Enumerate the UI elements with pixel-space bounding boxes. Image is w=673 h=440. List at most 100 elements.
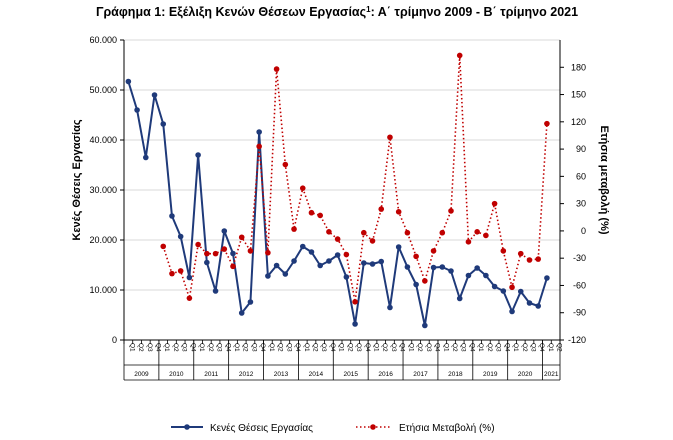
change-point-6 <box>177 268 184 274</box>
legend-vacancies-label[interactable]: Κενές Θέσεις Εργασίας <box>210 422 313 434</box>
vacancies-point-42 <box>491 283 498 290</box>
vacancies-point-40 <box>474 265 480 271</box>
quarter-label-6: Q3 <box>181 343 188 352</box>
vacancies-point-25 <box>343 274 350 280</box>
year-label-2011: 2011 <box>204 371 218 378</box>
right-tick-label-2: -60 <box>573 280 586 290</box>
change-point-13 <box>238 234 245 241</box>
vacancies-point-24 <box>334 252 341 258</box>
vacancies-point-32 <box>404 264 411 270</box>
year-label-2019: 2019 <box>483 371 498 378</box>
change-point-29 <box>378 206 385 212</box>
quarter-label-32: Q1 <box>407 343 414 352</box>
change-point-5 <box>169 270 175 277</box>
change-point-43 <box>500 248 507 254</box>
change-point-42 <box>491 200 498 207</box>
quarter-label-48: Q1 <box>547 343 554 352</box>
vacancies-point-35 <box>430 264 437 271</box>
change-point-14 <box>247 248 254 254</box>
quarter-label-41: Q2 <box>486 343 493 352</box>
quarter-label-21: Q2 <box>311 343 318 352</box>
vacancies-point-4 <box>160 121 167 127</box>
quarter-label-15: Q4 <box>259 343 266 352</box>
quarter-label-7: Q4 <box>189 343 196 352</box>
chart-title-rest: : Α΄ τρίμηνο 2009 - Β΄ τρίμηνο 2021 <box>371 5 579 19</box>
year-label-2017: 2017 <box>413 371 428 378</box>
left-tick-labels: 0 10.000 20.000 30.000 40.000 50.000 60.000 <box>89 35 117 345</box>
vacancies-point-43 <box>500 288 507 294</box>
change-point-10 <box>212 250 219 257</box>
right-tick-label-10: 180 <box>571 62 586 72</box>
gridlines <box>124 39 560 291</box>
change-point-17 <box>273 66 280 72</box>
year-label-2015: 2015 <box>343 371 358 378</box>
change-point-27 <box>361 229 367 236</box>
change-point-37 <box>448 208 454 214</box>
quarter-label-47: Q4 <box>538 343 545 352</box>
chart-title: Γράφημα 1: Εξέλιξη Κενών Θέσεων Εργασίας… <box>96 5 578 19</box>
change-point-11 <box>221 246 228 252</box>
change-point-22 <box>317 212 324 219</box>
change-point-38 <box>456 52 463 59</box>
left-tick-label-4: 40.000 <box>89 135 117 145</box>
change-point-7 <box>186 295 193 301</box>
change-point-21 <box>308 209 315 216</box>
year-label-2020: 2020 <box>518 371 533 378</box>
vacancies-point-5 <box>169 213 175 219</box>
right-tick-labels: -120 -90 -60 -30 0 30 60 90 120 150 180 <box>568 62 586 345</box>
change-point-32 <box>404 229 411 236</box>
x-axis-ticks: Q1 Q2 Q3 Q4 Q1 Q2 Q3 Q4 Q1 Q2 Q3 Q4 Q1 Q2 Q3 Q4 Q1 Q2 Q3 Q4… <box>123 340 563 381</box>
quarter-label-12: Q1 <box>233 343 240 352</box>
vacancies-point-8 <box>195 152 201 158</box>
left-tick-label-3: 30.000 <box>89 185 117 195</box>
quarter-label-38: Q3 <box>460 343 467 352</box>
year-label-2016: 2016 <box>378 371 393 378</box>
change-point-26 <box>352 299 358 305</box>
quarter-label-35: Q4 <box>434 343 441 352</box>
quarter-label-44: Q1 <box>512 343 519 352</box>
quarter-label-29: Q2 <box>381 343 388 352</box>
change-point-47 <box>535 256 541 262</box>
change-point-25 <box>343 251 350 258</box>
vacancies-point-26 <box>352 321 358 327</box>
change-point-48 <box>544 120 550 127</box>
vacancies-point-36 <box>439 264 446 270</box>
change-point-20 <box>299 185 306 191</box>
right-tick-label-5: 30 <box>576 199 586 209</box>
vacancies-point-34 <box>422 322 428 329</box>
legend-change-marker <box>370 424 376 430</box>
vacancies-point-48 <box>544 275 550 281</box>
quarter-label-28: Q1 <box>373 343 380 352</box>
quarter-label-2: Q3 <box>146 343 153 352</box>
quarter-label-17: Q2 <box>277 343 284 352</box>
quarter-label-22: Q3 <box>320 343 327 352</box>
change-point-12 <box>230 263 236 270</box>
vacancies-line <box>127 81 548 327</box>
vacancies-point-13 <box>238 310 245 316</box>
vacancies-point-23 <box>326 258 332 264</box>
quarter-label-49: Q2 <box>556 343 563 352</box>
right-axis-label: Ετήσια μεταβολή (%) <box>598 125 610 234</box>
change-point-44 <box>509 284 515 291</box>
vacancies-point-1 <box>134 107 140 113</box>
change-point-15 <box>256 143 262 150</box>
vacancies-point-3 <box>151 92 158 98</box>
quarter-label-16: Q1 <box>268 343 275 352</box>
vacancies-point-41 <box>483 272 489 279</box>
vacancies-point-37 <box>448 268 454 274</box>
quarter-label-36: Q1 <box>442 343 449 352</box>
vacancies-point-30 <box>387 304 393 311</box>
vacancies-point-10 <box>212 288 219 294</box>
change-point-40 <box>474 229 480 235</box>
change-point-8 <box>195 241 201 248</box>
change-point-16 <box>265 249 271 256</box>
legend-change-label[interactable]: Ετήσια Μεταβολή (%) <box>399 422 495 434</box>
vacancies-point-15 <box>256 129 262 135</box>
quarter-label-25: Q2 <box>346 343 353 352</box>
left-tick-label-0: 0 <box>112 335 117 345</box>
quarter-label-45: Q2 <box>521 343 528 352</box>
series-vacancies <box>125 78 550 329</box>
vacancies-point-11 <box>221 228 228 234</box>
quarter-label-11: Q4 <box>224 343 231 352</box>
left-axis-label: Κενές Θέσεις Εργασίας <box>71 119 83 240</box>
